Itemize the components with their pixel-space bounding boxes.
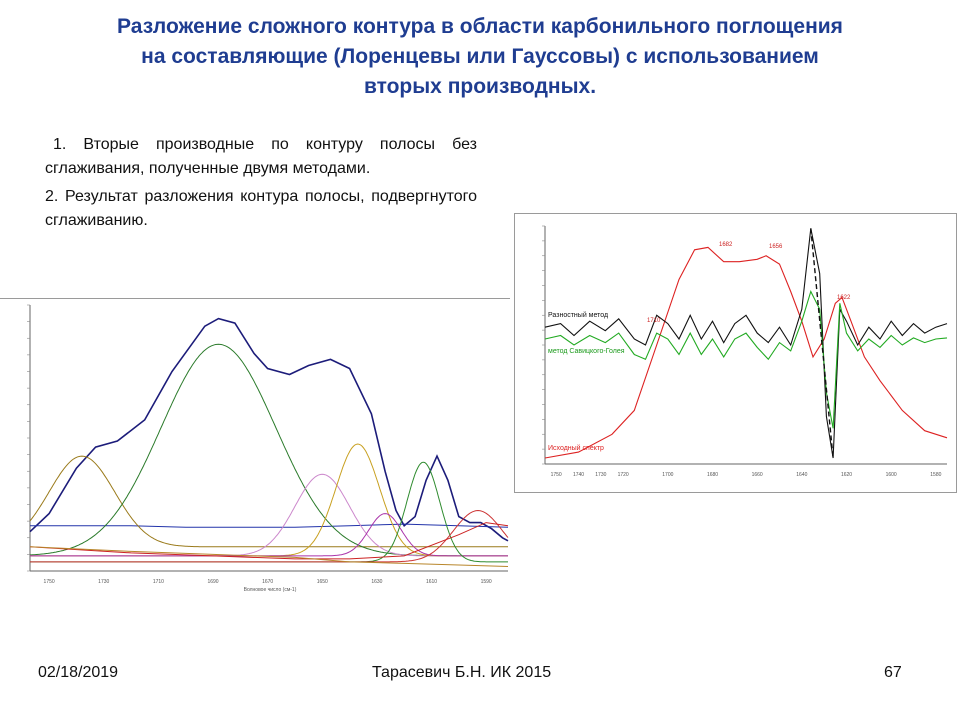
series-line-baseline: [30, 523, 509, 528]
series-label-savitzky: метод Савицкого-Голея: [548, 348, 625, 355]
series-line-b2: [29, 546, 509, 567]
x-tick-label: 1670: [262, 579, 273, 585]
series-line-c1641: [30, 443, 508, 557]
deconvolution-chart-panel: 1750 1730 1710 1690 1670 1650 1630 1610 1590 Волн…: [0, 298, 510, 595]
peak-label-1622: 1622: [837, 295, 851, 301]
second-derivative-chart: 1750 1740 1730 1720 1700 1680 1660 1640 1620 1600…: [542, 225, 948, 478]
footer-page-number: 67: [884, 664, 902, 681]
x-tick-label: 1620: [841, 472, 852, 478]
x-tick-label: 1600: [886, 472, 897, 478]
slide-title: Разложение сложного контура в области ка…: [20, 12, 940, 102]
x-tick-label: 1740: [573, 472, 584, 478]
peak-label-1710: 1710: [647, 318, 661, 324]
series-line-envelope: [29, 317, 509, 542]
series-line-c1600: [30, 509, 509, 563]
x-tick-label: 1720: [618, 472, 629, 478]
series-line-spike: [810, 228, 834, 459]
x-tick-label: 1730: [595, 472, 606, 478]
x-tick-label: 1700: [662, 472, 673, 478]
series-line-savitzky: [544, 290, 948, 429]
series-line-c1680: [30, 343, 508, 557]
footer-author: Тарасевич Б.Н. ИК 2015: [372, 664, 552, 681]
x-axis-label: Волновое число (см-1): [244, 587, 297, 593]
peak-label-1656: 1656: [769, 244, 783, 250]
peak-label-1682: 1682: [719, 242, 733, 248]
bullet-list: 1. Вторые производные по контуру полосы …: [45, 133, 477, 237]
series-label-iskhodny: Исходный спектр: [548, 444, 604, 452]
x-tick-label: 1650: [317, 579, 328, 585]
x-tick-label: 1660: [752, 472, 763, 478]
x-tick-label: 1610: [426, 579, 437, 585]
deconvolution-chart: 1750 1730 1710 1690 1670 1650 1630 1610 1590 Волн…: [27, 304, 509, 593]
series-line-c1628: [30, 513, 508, 557]
x-tick-label: 1680: [707, 472, 718, 478]
x-tick-label: 1590: [481, 579, 492, 585]
series-line-b1: [29, 522, 509, 560]
bullet-item-1: 1. Вторые производные по контуру полосы …: [45, 136, 477, 177]
x-tick-label: 1710: [153, 579, 164, 585]
title-line-2: на составляющие (Лоренцевы или Гауссовы)…: [141, 45, 819, 68]
x-tick-label: 1690: [207, 579, 218, 585]
bullet-item-2: 2. Результат разложения контура полосы, …: [45, 188, 477, 229]
x-tick-label: 1750: [551, 472, 562, 478]
series-line-c1733: [29, 455, 508, 548]
second-derivative-chart-panel: 1750 1740 1730 1720 1700 1680 1660 1640 1620 1600…: [514, 213, 957, 493]
x-tick-label: 1630: [371, 579, 382, 585]
x-tick-label: 1730: [98, 579, 109, 585]
series-line-raznost: [544, 228, 948, 459]
footer-date: 02/18/2019: [38, 664, 119, 681]
series-line-iskhodny: [544, 246, 948, 459]
title-line-3: вторых производных.: [363, 75, 597, 98]
series-label-raznost: Разностный метод: [548, 311, 608, 319]
x-tick-label: 1640: [796, 472, 807, 478]
title-line-1: Разложение сложного контура в области ка…: [117, 15, 843, 38]
x-tick-label: 1580: [930, 472, 941, 478]
x-tick-label: 1750: [44, 579, 55, 585]
